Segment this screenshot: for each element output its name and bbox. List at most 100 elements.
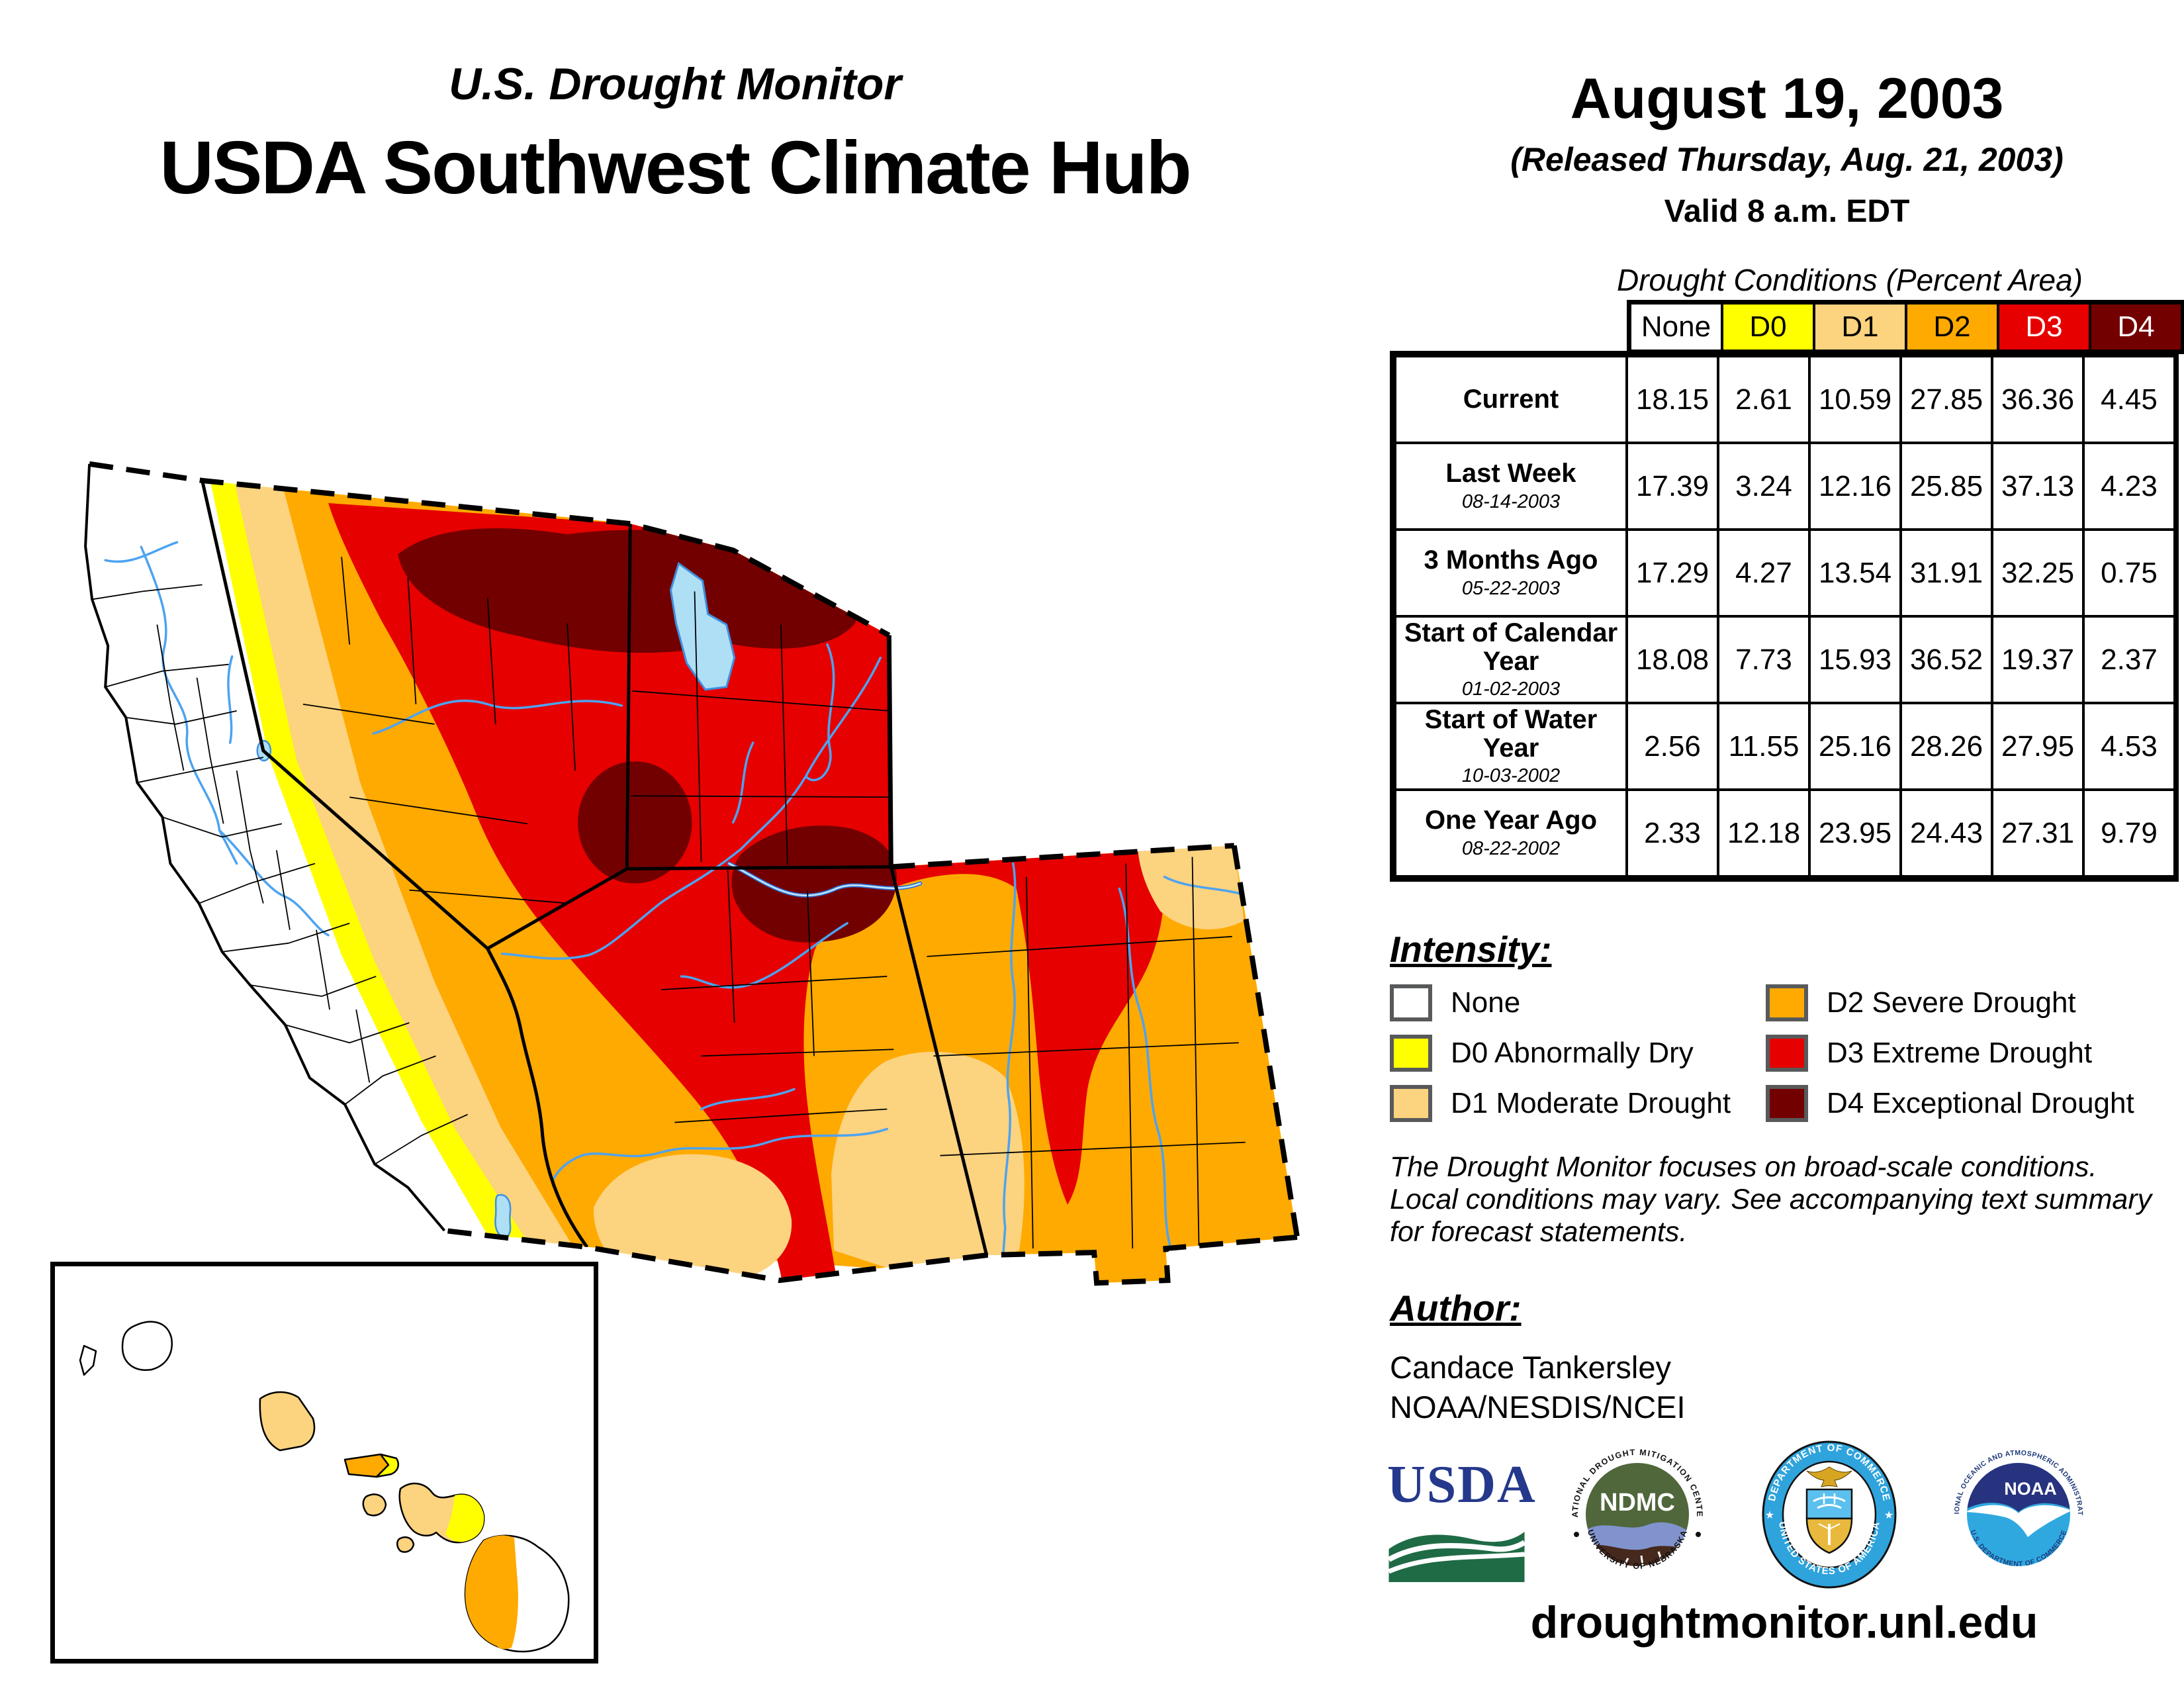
row-label-text: One Year Ago [1424,806,1598,835]
cell-value: 31.91 [1909,556,1983,589]
cell-value: 18.15 [1635,383,1709,416]
row-label: Current [1395,356,1627,443]
cell-value: 10.59 [1818,383,1892,416]
legend-swatch-d4 [1766,1085,1808,1122]
author-organization: NOAA/NESDIS/NCEI [1390,1389,1686,1425]
cell-value: 3.24 [1735,469,1792,502]
cell-value: 2.61 [1735,383,1792,416]
island-kahoolawe [396,1536,415,1553]
cell-value: 28.26 [1909,729,1983,763]
cell-value: 2.33 [1644,816,1701,849]
drought-percent-table: Current 18.15 2.61 10.59 27.85 36.36 4.4… [1390,351,2179,882]
table-cell: 18.15 [1627,356,1718,443]
cell-value: 36.36 [2001,383,2075,416]
table-header-row: None D0 D1 D2 D3 D4 [1627,300,2184,354]
row-date: 05-22-2003 [1461,577,1561,599]
row-date: 08-22-2002 [1461,837,1561,859]
island-niihau [79,1344,97,1376]
table-cell: 24.43 [1901,790,1992,876]
page-title: USDA Southwest Climate Hub [159,126,1191,209]
legend-item-d3: D3 Extreme Drought [1766,1035,2092,1072]
river-colorado-upper [501,656,882,960]
region-boundary-utah-east [886,635,893,867]
d4-blob-fourcorners [731,825,897,943]
cell-value: 12.18 [1727,816,1801,849]
state-border-ut-az [627,865,891,871]
legend-item-d0: D0 Abnormally Dry [1390,1035,1694,1072]
d1-island-northeast-newmexico [1138,845,1244,929]
disclaimer-line-3: for forecast statements. [1390,1216,1688,1248]
ndmc-abbr: NDMC [1600,1489,1675,1517]
table-cell: 19.37 [1992,616,2083,703]
release-date: (Released Thursday, Aug. 21, 2003) [1510,141,2064,178]
row-label-text: 3 Months Ago [1424,545,1598,575]
cell-value: 2.56 [1644,729,1701,763]
cell-value: 7.73 [1735,643,1792,676]
row-label: Last Week 08-14-2003 [1395,443,1627,530]
cell-value: 2.37 [2101,643,2158,676]
table-cell: 0.75 [2083,530,2175,616]
cell-value: 25.85 [1909,469,1983,502]
disclaimer-line-1: The Drought Monitor focuses on broad-sca… [1390,1151,2097,1183]
river-salt [700,1088,796,1111]
cell-value: 4.27 [1735,556,1792,589]
table-cell: 2.56 [1627,703,1718,790]
river-sacramento [140,545,238,865]
department-of-commerce-logo: DEPARTMENT OF COMMERCE UNITED STATES OF … [1762,1440,1897,1589]
cell-value: 9.79 [2101,816,2158,849]
table-cell: 17.29 [1627,530,1718,616]
island-maui-east [445,1494,484,1542]
cell-value: 4.23 [2101,469,2158,502]
island-hawaii-west-d2 [465,1535,518,1650]
table-cell: 31.91 [1901,530,1992,616]
d4-blob-central-utah [578,761,692,884]
row-label: One Year Ago 08-22-2002 [1395,790,1627,876]
cell-value: 24.43 [1909,816,1983,849]
legend-item-d2: D2 Severe Drought [1766,984,2076,1021]
legend-label: D0 Abnormally Dry [1451,1037,1694,1069]
ndmc-soil [1586,1544,1689,1566]
river-klamath [104,541,179,563]
d1-island-south-arizona [594,1154,792,1282]
cell-value: 25.16 [1818,729,1892,763]
table-cell: 4.23 [2083,443,2175,530]
river-pecos [1118,887,1171,1246]
county-boundaries [91,557,1246,1249]
usda-logo-text: USDA [1387,1456,1537,1514]
legend-item-d4: D4 Exceptional Drought [1766,1085,2134,1122]
table-cell: 7.73 [1718,616,1809,703]
noaa-logo: NOAA NATIONAL OCEANIC AND ATMOSPHERIC AD… [1948,1444,2088,1584]
cell-value: 27.95 [2001,729,2075,763]
legend-item-none: None [1390,984,1520,1021]
table-cell: 17.39 [1627,443,1718,530]
col-header-d0: D0 [1722,303,1814,351]
legend-label: D1 Moderate Drought [1451,1087,1731,1119]
table-cell: 4.45 [2083,356,2175,443]
table-cell: 4.27 [1718,530,1809,616]
poster-supertitle: U.S. Drought Monitor [449,59,901,109]
cell-value: 17.39 [1635,469,1709,502]
table-cell: 2.37 [2083,616,2175,703]
table-cell: 27.85 [1901,356,1992,443]
table-cell: 3.24 [1718,443,1809,530]
col-header-d3: D3 [1998,303,2090,351]
row-label-text: Start of Water Year [1424,704,1598,763]
salton-sea [494,1194,512,1238]
author-heading: Author: [1390,1288,1522,1329]
cell-value: 27.85 [1909,383,1983,416]
col-header-d4: D4 [2090,303,2182,351]
rivers [104,541,1253,1256]
row-label-text: Last Week [1445,459,1576,489]
state-border-ca-az [486,947,589,1248]
island-kauai [121,1321,173,1371]
cell-value: 15.93 [1818,643,1892,676]
legend-label: None [1451,986,1521,1019]
row-label: Start of Water Year 10-03-2002 [1395,703,1627,790]
island-oahu [259,1391,316,1452]
table-cell: 37.13 [1992,443,2083,530]
table-cell: 4.53 [2083,703,2175,790]
table-cell: 2.61 [1718,356,1809,443]
river-san-juan-highlight [728,863,921,896]
table-cell: 28.26 [1901,703,1992,790]
